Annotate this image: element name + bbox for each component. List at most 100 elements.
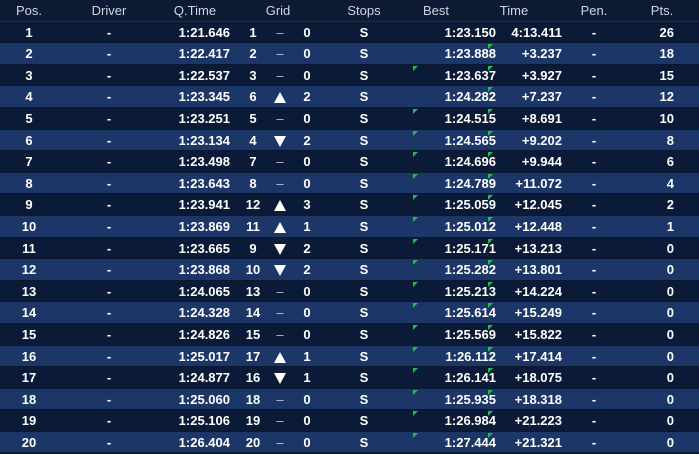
cell-grid: 12 — [245, 197, 261, 213]
cell-pos: 8 — [25, 175, 33, 191]
time-marker-icon — [488, 260, 493, 266]
cell-best: 1:24.696 — [444, 154, 496, 170]
table-row[interactable]: 16 - 1:25.017 17 1 S 1:26.112 +17.414 - 0 — [0, 345, 699, 368]
table-row[interactable]: 10-1:23.869 11 1 S 1:25.012 +12.448-1 — [0, 215, 699, 238]
position-loss-icon — [270, 367, 290, 389]
table-row[interactable]: 13 - 1:24.065 13 0 S 1:25.213 +14.224 - 0 – — [0, 280, 699, 303]
cell-driver: - — [106, 154, 112, 170]
cell-driver: - — [106, 240, 112, 256]
cell-time: 4:13.411 — [511, 24, 562, 40]
header-qtime[interactable]: Q.Time — [173, 3, 217, 18]
cell-qtime: 1:24.877 — [178, 370, 230, 386]
cell-best: 1:25.282 — [444, 262, 496, 278]
table-row[interactable]: 17 - 1:24.877 16 1 S 1:26.141 +18.075 - 0 — [0, 367, 699, 389]
cell-stops: S — [359, 434, 369, 450]
cell-qtime: 1:23.134 — [178, 132, 230, 148]
position-gain-icon — [270, 346, 290, 368]
cell-grid: 2 — [249, 46, 257, 62]
no-change-icon: – — [276, 67, 284, 83]
cell-stops: S — [359, 24, 369, 40]
cell-pts: 8 — [666, 132, 674, 148]
best-lap-marker-icon — [413, 65, 418, 71]
time-marker-icon — [488, 173, 493, 179]
cell-driver: - — [106, 197, 112, 213]
cell-qtime: 1:23.345 — [178, 89, 230, 105]
cell-pts: 0 — [666, 240, 674, 256]
cell-grid: 18 — [245, 391, 261, 407]
cell-qtime: 1:24.826 — [178, 326, 230, 342]
time-marker-icon — [488, 216, 493, 222]
table-row[interactable]: 6 - 1:23.134 4 2 S 1:24.565 +9.202 - 8 — [0, 129, 699, 152]
cell-pen: - — [591, 24, 597, 40]
cell-driver: - — [106, 434, 112, 450]
cell-grid-change-value: 0 — [303, 67, 311, 83]
table-row[interactable]: 7 - 1:23.498 7 0 S 1:24.696 +9.944 - 6 – — [0, 151, 699, 173]
cell-best: 1:27.444 — [444, 434, 496, 450]
cell-grid: 4 — [249, 132, 257, 148]
cell-pts: 0 — [666, 305, 674, 321]
cell-grid-change-value: 0 — [303, 110, 311, 126]
cell-grid-change-value: 2 — [303, 132, 311, 148]
cell-pen: - — [591, 240, 597, 256]
header-grid[interactable]: Grid — [265, 3, 291, 18]
cell-pos: 6 — [25, 132, 33, 148]
table-row[interactable]: 1 - 1:21.646 1 0 S 1:23.150 4:13.411 - 26 – — [0, 21, 699, 44]
table-row[interactable]: 11 - 1:23.665 9 2 S 1:25.171 +13.213 - 0 — [0, 237, 699, 260]
table-row[interactable]: 5 - 1:23.251 5 0 S 1:24.515 +8.691 - 10 – — [0, 107, 699, 130]
cell-pos: 9 — [25, 197, 33, 213]
cell-pos: 20 — [21, 434, 37, 450]
no-change-icon: – — [276, 413, 284, 429]
cell-pts: 0 — [666, 413, 674, 429]
cell-grid-change-value: 0 — [303, 46, 311, 62]
cell-grid: 15 — [245, 326, 261, 342]
cell-grid: 9 — [249, 240, 257, 256]
header-time[interactable]: Time — [499, 3, 529, 18]
table-row[interactable]: 18 - 1:25.060 18 0 S 1:25.935 +18.318 - 0 – — [0, 388, 699, 411]
cell-time: +21.223 — [514, 413, 562, 429]
cell-qtime: 1:25.017 — [178, 348, 230, 364]
cell-grid: 5 — [249, 110, 257, 126]
header-best[interactable]: Best — [422, 3, 449, 18]
cell-driver: - — [106, 283, 112, 299]
cell-grid-change-value: 2 — [303, 89, 311, 105]
cell-qtime: 1:23.251 — [178, 110, 230, 126]
best-lap-marker-icon — [413, 303, 418, 309]
header-pen[interactable]: Pen. — [580, 3, 608, 18]
cell-pen: - — [591, 370, 597, 386]
cell-time: +13.213 — [514, 240, 562, 256]
cell-stops: S — [359, 326, 369, 342]
cell-time: +8.691 — [521, 110, 562, 126]
cell-driver: - — [106, 391, 112, 407]
cell-qtime: 1:23.665 — [178, 240, 230, 256]
table-row[interactable]: 15 - 1:24.826 15 0 S 1:25.569 +15.822 - 0 – — [0, 323, 699, 346]
table-row[interactable]: 8 - 1:23.643 8 0 S 1:24.789 +11.072 - 4 – — [0, 172, 699, 195]
no-change-icon: – — [276, 434, 284, 450]
header-driver[interactable]: Driver — [91, 3, 127, 18]
cell-driver: - — [106, 24, 112, 40]
cell-time: +14.224 — [514, 283, 562, 299]
cell-stops: S — [359, 283, 369, 299]
table-row[interactable]: 20 - 1:26.404 20 0 S 1:27.444 +21.321 - 0 – — [0, 431, 699, 454]
table-row[interactable]: 4 - 1:23.345 6 2 S 1:24.282 +7.237 - 12 — [0, 86, 699, 108]
table-row[interactable]: 14 - 1:24.328 14 0 S 1:25.614 +15.249 - 0 – — [0, 302, 699, 324]
position-loss-icon — [270, 130, 290, 152]
cell-pts: 0 — [666, 391, 674, 407]
header-stops[interactable]: Stops — [347, 3, 381, 18]
table-row[interactable]: 9 - 1:23.941 12 3 S 1:25.059 +12.045 - 2 — [0, 194, 699, 216]
cell-stops: S — [359, 67, 369, 83]
no-change-icon: – — [276, 305, 284, 321]
table-row[interactable]: 3 - 1:22.537 3 0 S 1:23.637 +3.927 - 15 – — [0, 64, 699, 87]
cell-stops: S — [359, 89, 369, 105]
cell-grid: 20 — [245, 434, 261, 450]
header-pts[interactable]: Pts. — [650, 3, 674, 18]
cell-stops: S — [359, 175, 369, 191]
time-marker-icon — [488, 238, 493, 244]
table-row[interactable]: 19 - 1:25.106 19 0 S 1:26.984 +21.223 - 0 – — [0, 410, 699, 432]
cell-stops: S — [359, 370, 369, 386]
table-row[interactable]: 12 - 1:23.868 10 2 S 1:25.282 +13.801 - 0 — [0, 259, 699, 281]
cell-qtime: 1:25.106 — [178, 413, 230, 429]
cell-qtime: 1:23.941 — [178, 197, 230, 213]
cell-grid-change-value: 0 — [303, 413, 311, 429]
header-pos[interactable]: Pos. — [15, 3, 42, 18]
table-row[interactable]: 2 - 1:22.417 2 0 S 1:23.888 +3.237 - 18 – — [0, 43, 699, 65]
